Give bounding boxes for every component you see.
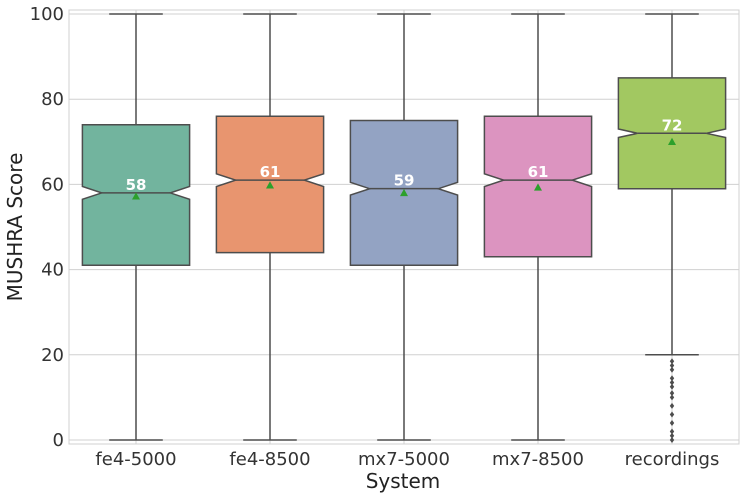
mean-marker — [668, 137, 676, 145]
mean-marker — [400, 188, 408, 197]
x-tick-label: mx7-5000 — [358, 449, 450, 470]
outlier-point — [669, 402, 675, 409]
x-axis-title: System — [366, 469, 441, 493]
median-value-label: 72 — [662, 116, 683, 134]
outlier-point — [669, 362, 675, 369]
y-tick-label: 60 — [41, 174, 64, 195]
outlier-point — [669, 432, 675, 439]
mean-marker — [132, 192, 140, 200]
box-mx7-5000: 59 — [349, 13, 459, 441]
x-tick-label: fe4-5000 — [95, 449, 176, 470]
outlier-point — [669, 419, 675, 426]
y-tick-label: 40 — [41, 260, 64, 281]
y-tick-label: 80 — [41, 89, 64, 110]
outlier-point — [669, 437, 675, 443]
tick-labels: 0 20 40 60 80 100 fe4-5000 fe4-8500 mx7-5000 mx7-… — [30, 4, 720, 470]
boxes: 58 61 59 61 72 — [81, 13, 727, 443]
box-recordings: 72 — [617, 13, 727, 443]
outlier-point — [669, 428, 675, 435]
outlier-point — [669, 379, 675, 386]
x-tick-label: fe4-8500 — [229, 449, 310, 470]
median-value-label: 58 — [126, 176, 147, 194]
x-tick-label: recordings — [625, 449, 720, 470]
outlier-point — [669, 358, 675, 365]
outlier-point — [669, 383, 675, 390]
outlier-point — [669, 375, 675, 382]
outlier-point — [669, 411, 675, 418]
mean-marker — [534, 183, 542, 191]
box-fe4-8500: 61 — [215, 13, 325, 441]
box-fe4-5000: 58 — [81, 13, 191, 441]
outlier-point — [669, 390, 675, 397]
mean-marker — [266, 181, 274, 189]
median-value-label: 61 — [528, 163, 549, 181]
y-tick-label: 100 — [30, 4, 64, 25]
x-tick-label: mx7-8500 — [492, 449, 584, 470]
median-value-label: 59 — [394, 172, 415, 190]
y-tick-label: 20 — [41, 345, 64, 366]
y-tick-label: 0 — [53, 430, 64, 451]
y-axis-title: MUSHRA Score — [3, 153, 27, 302]
median-value-label: 61 — [260, 163, 281, 181]
box-mx7-8500: 61 — [483, 13, 593, 441]
outlier-point — [669, 394, 675, 401]
outlier-point — [669, 366, 675, 373]
